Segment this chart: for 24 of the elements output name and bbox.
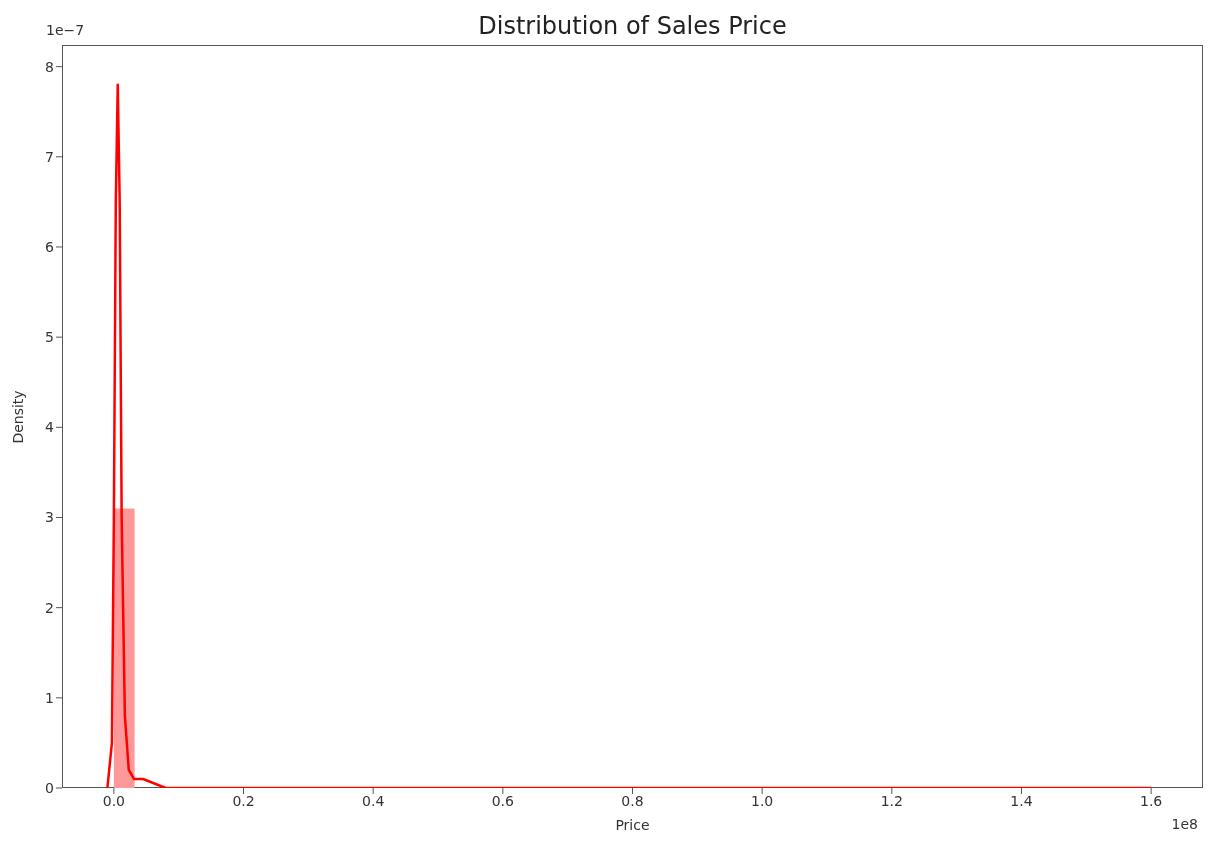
- y-tick-label: 2: [45, 599, 54, 616]
- y-tick-label: 4: [45, 419, 55, 436]
- y-axis-title: Density: [10, 389, 26, 444]
- y-tick-label: 7: [45, 148, 54, 165]
- x-tick-label: 0.4: [362, 792, 385, 809]
- x-tick-label: 1.0: [751, 792, 774, 809]
- x-tick-label: 0.8: [621, 792, 644, 809]
- line-series: [106, 83, 1153, 788]
- y-tick-label: 1: [45, 689, 54, 706]
- x-tick-label: 0.2: [232, 792, 255, 809]
- y-tick-label: 8: [45, 58, 54, 75]
- x-tick-label: 0.0: [102, 792, 125, 809]
- x-tick-label: 1.2: [880, 792, 903, 809]
- x-tick-label: 0.6: [491, 792, 515, 809]
- x-axis-title: Price: [615, 817, 650, 833]
- x-tick-label: 1.4: [1010, 792, 1033, 809]
- text: 1e8: [1171, 816, 1198, 832]
- y-tick-label: 6: [45, 238, 55, 255]
- chart-title: Distribution of Sales Price: [478, 12, 787, 40]
- y-tick-label: 5: [45, 329, 54, 346]
- y-tick-label: 0: [45, 779, 54, 796]
- y-tick-label: 3: [45, 509, 54, 526]
- text: 1e−7: [46, 22, 85, 38]
- x-tick-label: 1.6: [1140, 792, 1163, 809]
